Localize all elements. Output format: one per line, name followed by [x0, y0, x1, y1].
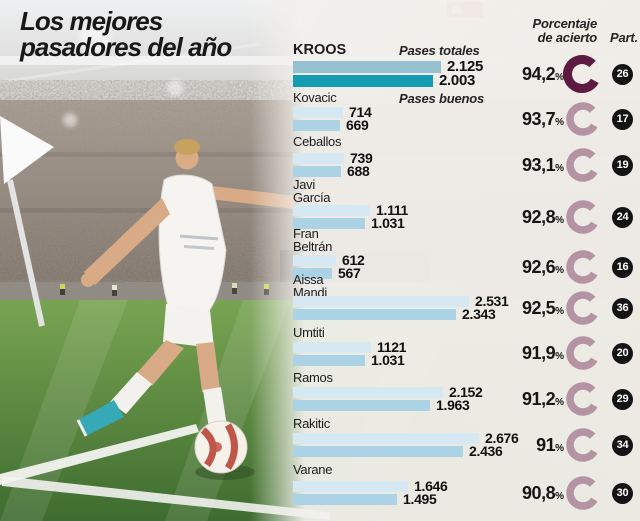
participation-badge: 19 — [612, 154, 633, 176]
accuracy-percentage: 92,8% — [522, 207, 564, 227]
participation-badge: 36 — [612, 297, 633, 319]
value-pases-totales: 2.152 — [449, 384, 483, 400]
bar-pases-buenos — [293, 494, 397, 505]
pitch-line — [2, 476, 330, 520]
bar-pases-buenos — [293, 120, 340, 131]
accuracy-percentage: 92,5% — [522, 298, 564, 318]
page-title: Los mejores pasadores del año — [20, 6, 232, 62]
accuracy-percentage: 94,2% — [522, 64, 564, 84]
value-pases-buenos: 1.963 — [436, 397, 470, 413]
bar-pases-buenos — [293, 166, 341, 177]
bar-pases-totales — [293, 153, 344, 164]
participation-badge: 17 — [612, 108, 633, 130]
accuracy-percentage: 91% — [536, 435, 564, 455]
player-photo — [76, 139, 296, 462]
value-pases-totales: 739 — [350, 150, 373, 166]
value-pases-totales: 2.676 — [485, 430, 519, 446]
bar-pases-buenos — [293, 446, 463, 457]
participation-badge: 26 — [612, 63, 633, 85]
player-name: Kovacic — [293, 90, 337, 105]
bar-pases-buenos — [293, 218, 365, 229]
value-pases-buenos: 1.031 — [371, 215, 405, 231]
soccer-ball — [194, 420, 255, 480]
bar-pases-totales — [293, 387, 443, 398]
value-pases-totales: 2.531 — [475, 293, 509, 309]
player-name: Umtiti — [293, 325, 325, 340]
pitch-line — [0, 424, 199, 485]
value-pases-buenos: 2.436 — [469, 443, 503, 459]
bar-pases-totales — [293, 433, 479, 444]
player-name: Fran Beltrán — [293, 226, 333, 254]
accuracy-percentage: 92,6% — [522, 257, 564, 277]
accuracy-percentage: 93,7% — [522, 109, 564, 129]
participation-badge: 20 — [612, 342, 633, 364]
participation-badge: 24 — [612, 206, 633, 228]
page-title-line2: pasadores del año — [20, 32, 232, 62]
player-name: Rakitic — [293, 416, 330, 431]
bar-pases-buenos — [293, 268, 332, 279]
value-pases-buenos: 2.003 — [439, 72, 476, 89]
bar-pases-totales — [293, 296, 469, 307]
header-pases-buenos: Pases buenos — [399, 91, 485, 106]
header-porcentaje-acierto: Porcentaje de acierto — [532, 16, 598, 45]
value-pases-buenos: 688 — [347, 163, 370, 179]
accuracy-ring — [565, 381, 605, 421]
bar-pases-buenos — [293, 400, 430, 411]
bar-pases-totales — [293, 481, 408, 492]
player-name: KROOS — [293, 42, 347, 58]
header-pases-totales: Pases totales — [399, 43, 480, 58]
value-pases-totales: 2.125 — [447, 58, 484, 75]
value-pases-totales: 1121 — [377, 339, 407, 355]
accuracy-ring — [565, 427, 605, 467]
value-pases-totales: 1.646 — [414, 478, 448, 494]
participation-badge: 29 — [612, 388, 633, 410]
bar-pases-buenos — [293, 309, 456, 320]
bar-pases-totales — [293, 107, 343, 118]
corner-flag — [0, 116, 54, 327]
value-pases-buenos: 1.031 — [371, 352, 405, 368]
accuracy-percentage: 91,9% — [522, 343, 564, 363]
value-pases-buenos: 2.343 — [462, 306, 496, 322]
participation-badge: 16 — [612, 256, 633, 278]
participation-badge: 34 — [612, 434, 633, 456]
accuracy-percentage: 90,8% — [522, 483, 564, 503]
bar-pases-totales — [293, 255, 336, 266]
value-pases-buenos: 669 — [346, 117, 369, 133]
bar-pases-buenos — [293, 75, 433, 87]
header-part: Part. — [610, 30, 638, 45]
value-pases-buenos: 1.495 — [403, 491, 437, 507]
accuracy-percentage: 91,2% — [522, 389, 564, 409]
value-pases-totales: 1.111 — [376, 202, 408, 218]
accuracy-ring — [565, 475, 605, 515]
player-name: Ceballos — [293, 134, 342, 149]
value-pases-totales: 612 — [342, 252, 365, 268]
accuracy-ring — [565, 249, 605, 289]
bar-pases-totales — [293, 205, 370, 216]
value-pases-totales: 714 — [349, 104, 372, 120]
bar-pases-totales — [293, 61, 441, 73]
accuracy-ring — [565, 147, 605, 187]
player-name: Ramos — [293, 370, 333, 385]
player-name: Aissa Mandi — [293, 272, 327, 300]
bar-pases-buenos — [293, 355, 365, 366]
participation-badge: 30 — [612, 482, 633, 504]
accuracy-ring — [565, 199, 605, 239]
player-name: Varane — [293, 462, 333, 477]
accuracy-ring — [562, 54, 602, 94]
bar-pases-totales — [293, 342, 371, 353]
accuracy-percentage: 93,1% — [522, 155, 564, 175]
value-pases-buenos: 567 — [338, 265, 361, 281]
page-title-line1: Los mejores — [20, 6, 163, 36]
player-hair — [174, 139, 200, 155]
player-name: Javi García — [293, 177, 331, 205]
accuracy-ring — [565, 335, 605, 375]
accuracy-ring — [565, 101, 605, 141]
player-boot — [78, 400, 124, 436]
accuracy-ring — [565, 290, 605, 330]
